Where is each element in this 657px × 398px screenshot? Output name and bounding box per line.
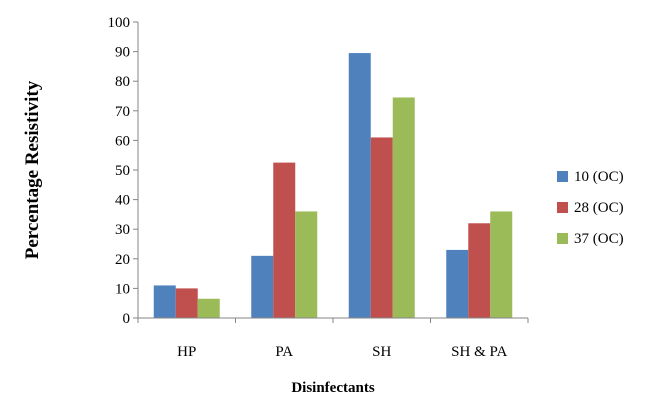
x-tick-label: SH & PA — [451, 344, 507, 360]
y-tick-label: 30 — [115, 222, 130, 238]
bar — [371, 137, 393, 318]
x-axis-title: Disinfectants — [291, 380, 374, 396]
legend-swatch — [557, 202, 568, 213]
y-tick-label: 80 — [115, 74, 130, 90]
y-tick-label: 70 — [115, 104, 130, 120]
y-tick-label: 0 — [123, 311, 131, 327]
legend-swatch — [557, 233, 568, 244]
legend-label: 10 (OC) — [574, 169, 624, 185]
x-tick-label: SH — [372, 344, 391, 360]
legend-label: 28 (OC) — [574, 200, 624, 216]
bar — [176, 288, 198, 318]
y-tick-label: 50 — [115, 163, 130, 179]
y-tick-label: 100 — [108, 15, 131, 31]
bar — [273, 163, 295, 318]
x-tick-label: PA — [275, 344, 293, 360]
bar — [446, 250, 468, 318]
bar — [490, 211, 512, 318]
bar — [349, 53, 371, 318]
x-axis-ticks: HP PA SH SH & PA — [138, 318, 528, 360]
bar — [295, 211, 317, 318]
bar-group — [154, 53, 513, 318]
bar — [251, 256, 273, 318]
y-tick-label: 90 — [115, 45, 130, 61]
x-tick-label: HP — [177, 344, 196, 360]
y-axis-title: Percentage Resistivity — [22, 80, 43, 259]
y-tick-label: 10 — [115, 281, 130, 297]
bar — [198, 299, 220, 318]
bar — [468, 223, 490, 318]
legend: 10 (OC) 28 (OC) 37 (OC) — [557, 169, 624, 247]
bar — [393, 97, 415, 318]
legend-label: 37 (OC) — [574, 231, 624, 247]
y-axis-ticks: 0 10 20 30 40 50 60 70 80 90 100 — [108, 15, 139, 327]
bar — [154, 285, 176, 318]
y-tick-label: 60 — [115, 133, 130, 149]
y-tick-label: 40 — [115, 193, 130, 209]
y-tick-label: 20 — [115, 252, 130, 268]
legend-swatch — [557, 171, 568, 182]
